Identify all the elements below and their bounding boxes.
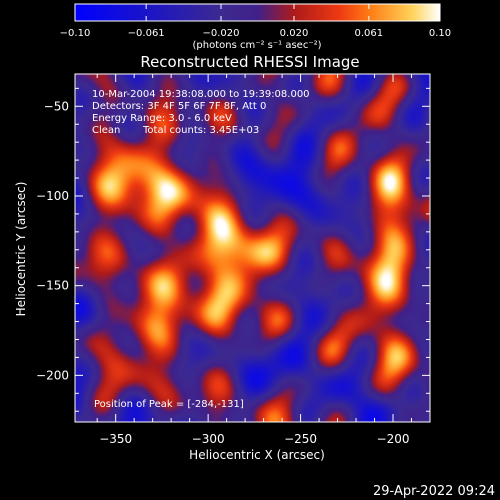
y-axis-label: Heliocentric Y (arcsec) <box>14 182 28 317</box>
colorbar <box>74 3 441 22</box>
colorbar-tick-label: −0.020 <box>202 28 239 39</box>
time-range-text: 10-Mar-2004 19:38:08.000 to 19:39:08.000 <box>92 89 310 100</box>
y-tick-label: −200 <box>36 368 69 382</box>
energy-range-text: Energy Range: 3.0 - 6.0 keV <box>92 113 232 124</box>
detectors-text: Detectors: 3F 4F 5F 6F 7F 8F, Att 0 <box>92 101 266 112</box>
colorbar-tick-label: −0.061 <box>128 28 165 39</box>
x-tick-label: −200 <box>377 432 410 446</box>
x-axis-label: Heliocentric X (arcsec) <box>189 448 325 462</box>
y-tick-label: −100 <box>36 189 69 203</box>
algorithm-text: Clean <box>92 125 120 136</box>
x-tick-label: −300 <box>192 432 225 446</box>
x-tick-label: −350 <box>99 432 132 446</box>
plot-frame <box>74 73 431 423</box>
y-tick-label: −50 <box>44 99 69 113</box>
x-tick-label: −250 <box>284 432 317 446</box>
peak-position-text: Position of Peak = [-284,-131] <box>94 399 244 410</box>
colorbar-units-label: (photons cm⁻² s⁻¹ asec⁻²) <box>192 40 321 51</box>
colorbar-tick-label: 0.020 <box>280 28 309 39</box>
total-counts-text: Total counts: 3.45E+03 <box>142 125 259 136</box>
chart-title: Reconstructed RHESSI Image <box>140 53 359 71</box>
footer-timestamp: 29-Apr-2022 09:24 <box>373 484 495 499</box>
colorbar-ticks: −0.10 −0.061 −0.020 0.020 0.061 0.10 <box>60 4 451 39</box>
colorbar-tick-label: 0.10 <box>429 28 451 39</box>
heatmap-image <box>75 74 430 422</box>
axis-ticks: −350 −300 −250 −200 −50 −100 −150 −200 <box>36 74 431 446</box>
y-tick-label: −150 <box>36 279 69 293</box>
colorbar-tick-label: 0.061 <box>355 28 384 39</box>
colorbar-tick-label: −0.10 <box>60 28 91 39</box>
